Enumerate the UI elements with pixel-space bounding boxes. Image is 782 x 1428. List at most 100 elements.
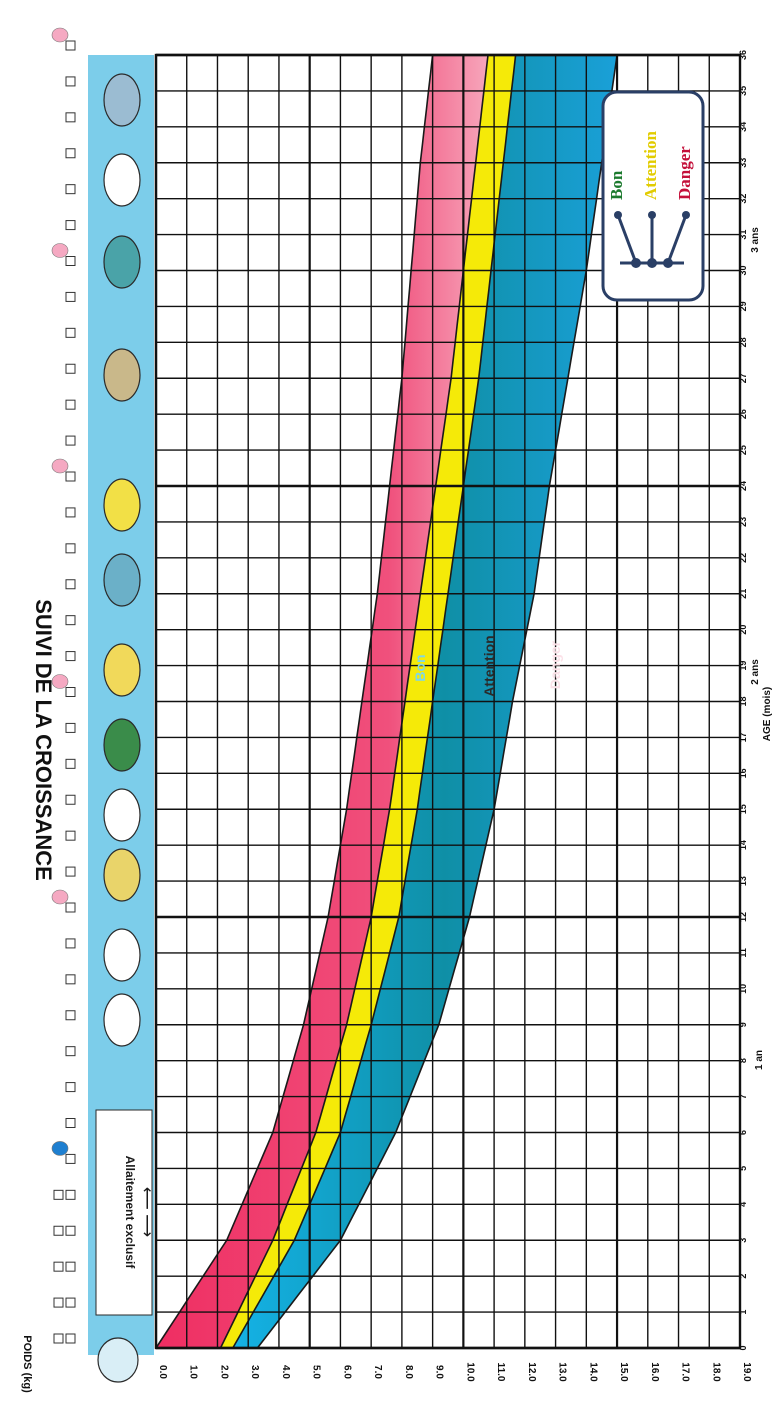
checkbox-17[interactable]: [65, 722, 76, 733]
checkbox-19[interactable]: [65, 651, 76, 662]
checkbox-16[interactable]: [65, 758, 76, 769]
checkbox-25[interactable]: [65, 435, 76, 446]
checkbox-b-2[interactable]: [53, 1261, 64, 1272]
checkbox-0[interactable]: [65, 1333, 76, 1344]
y-tick-label: 2.0: [218, 1365, 229, 1379]
checkbox-35[interactable]: [65, 76, 76, 87]
x-tick-label: 8: [738, 1058, 748, 1063]
icon-group: [97, 73, 141, 1383]
checkbox-6[interactable]: [65, 1118, 76, 1128]
x-tick-label: 23: [738, 517, 748, 527]
checkbox-24[interactable]: [65, 471, 76, 482]
x-tick-label: 7: [738, 1094, 748, 1099]
y-tick-label: 12.0: [526, 1362, 537, 1382]
x-tick-label: 31: [738, 230, 748, 240]
meat-icon: [103, 718, 141, 772]
x-tick-label: 19: [738, 661, 748, 671]
y-tick-label: 8.0: [403, 1365, 414, 1379]
checkbox-29[interactable]: [65, 291, 76, 302]
x-tick-label: 21: [738, 589, 748, 599]
x-tick-label: 1: [738, 1310, 748, 1315]
drop-icon: [51, 27, 69, 43]
y-tick-label: 11.0: [495, 1363, 506, 1382]
x-tick-label: 20: [738, 625, 748, 635]
plot-frame: [154, 53, 742, 1350]
x-tick-label: 33: [738, 158, 748, 168]
pot-icon: [103, 788, 141, 842]
checkbox-31[interactable]: [65, 220, 76, 231]
checkbox-8[interactable]: [65, 1046, 76, 1057]
checkbox-1[interactable]: [65, 1297, 76, 1308]
x-tick-label: 2: [738, 1274, 748, 1279]
checkbox-22[interactable]: [65, 543, 76, 554]
checkbox-26[interactable]: [65, 399, 76, 410]
y-tick-label: 18.0: [710, 1362, 721, 1382]
y-tick-label: 16.0: [649, 1362, 660, 1382]
checkbox-30[interactable]: [65, 256, 76, 266]
checkbox-34[interactable]: [65, 112, 76, 123]
checkbox-7[interactable]: [65, 1082, 76, 1093]
drop-icon: [51, 243, 69, 258]
y-tick-label: 5.0: [311, 1365, 322, 1379]
checkbox-9[interactable]: [65, 1010, 76, 1021]
x-tick-label: 16: [738, 768, 748, 778]
x-tick-label: 18: [738, 696, 748, 706]
y-tick-label: 4.0: [280, 1365, 291, 1379]
y-axis-title-rot: POIDS (kg): [21, 1335, 33, 1393]
x-tick-label: 15: [738, 804, 748, 814]
cup-icon: [103, 928, 141, 982]
y-tick-label: 1.0: [188, 1365, 199, 1379]
papaya-icon: [103, 478, 141, 532]
y-tick-label: 14.0: [587, 1362, 598, 1382]
legend-item-bon: Bon: [607, 170, 626, 200]
x-tick-label: 9: [738, 1022, 748, 1027]
checkbox-18[interactable]: [65, 687, 76, 697]
y-tick-label: 6.0: [341, 1365, 352, 1379]
x-tick-label: 14: [738, 840, 748, 850]
checkbox-27[interactable]: [65, 363, 76, 374]
x-tick-label: 12: [738, 912, 748, 922]
x-tick-label: 4: [738, 1202, 748, 1207]
checkbox-12[interactable]: [65, 902, 76, 913]
x-tick-label: 32: [738, 194, 748, 204]
checkbox-13[interactable]: [65, 866, 76, 877]
checkbox-4[interactable]: [65, 1189, 76, 1200]
checkbox-33[interactable]: [65, 148, 76, 159]
checkbox-21[interactable]: [65, 579, 76, 590]
egg-icon: [103, 153, 141, 207]
checkbox-20[interactable]: [65, 615, 76, 626]
checkbox-23[interactable]: [65, 507, 76, 518]
checkbox-14[interactable]: [65, 830, 76, 841]
y-tick-label: 7.0: [372, 1365, 383, 1379]
y-tick-label: 0.0: [157, 1365, 168, 1379]
drop-icon: [51, 674, 69, 689]
checkbox-36[interactable]: [65, 40, 76, 51]
legend-connectors: [614, 211, 690, 268]
x-tick-label: 13: [738, 876, 748, 886]
checkbox-32[interactable]: [65, 184, 76, 195]
x-tick-label: 28: [738, 337, 748, 347]
checkbox-28[interactable]: [65, 327, 76, 338]
checkbox-b-4[interactable]: [53, 1189, 64, 1200]
peanut-icon: [103, 348, 141, 402]
checkbox-b-3[interactable]: [53, 1225, 64, 1236]
checkbox-b-0[interactable]: [53, 1333, 64, 1344]
checkbox-row: [51, 27, 76, 1344]
checkbox-b-1[interactable]: [53, 1297, 64, 1308]
checkbox-10[interactable]: [65, 974, 76, 985]
y-tick-label: 10.0: [464, 1362, 475, 1382]
year-label-3: 3 ans: [750, 227, 761, 253]
checkbox-3[interactable]: [65, 1225, 76, 1236]
x-tick-label: 25: [738, 445, 748, 455]
checkbox-5[interactable]: [65, 1153, 76, 1164]
bowl-icon: [103, 993, 141, 1047]
y-tick-label: 9.0: [434, 1365, 445, 1379]
checkbox-11[interactable]: [65, 938, 76, 949]
x-tick-label: 17: [738, 732, 748, 742]
band-label-danger: Danger: [547, 640, 563, 689]
y-tick-label: 13.0: [557, 1362, 568, 1382]
band-label-good: Bon: [412, 654, 428, 681]
checkbox-15[interactable]: [65, 794, 76, 805]
x-tick-label: 5: [738, 1166, 748, 1171]
checkbox-2[interactable]: [65, 1261, 76, 1272]
